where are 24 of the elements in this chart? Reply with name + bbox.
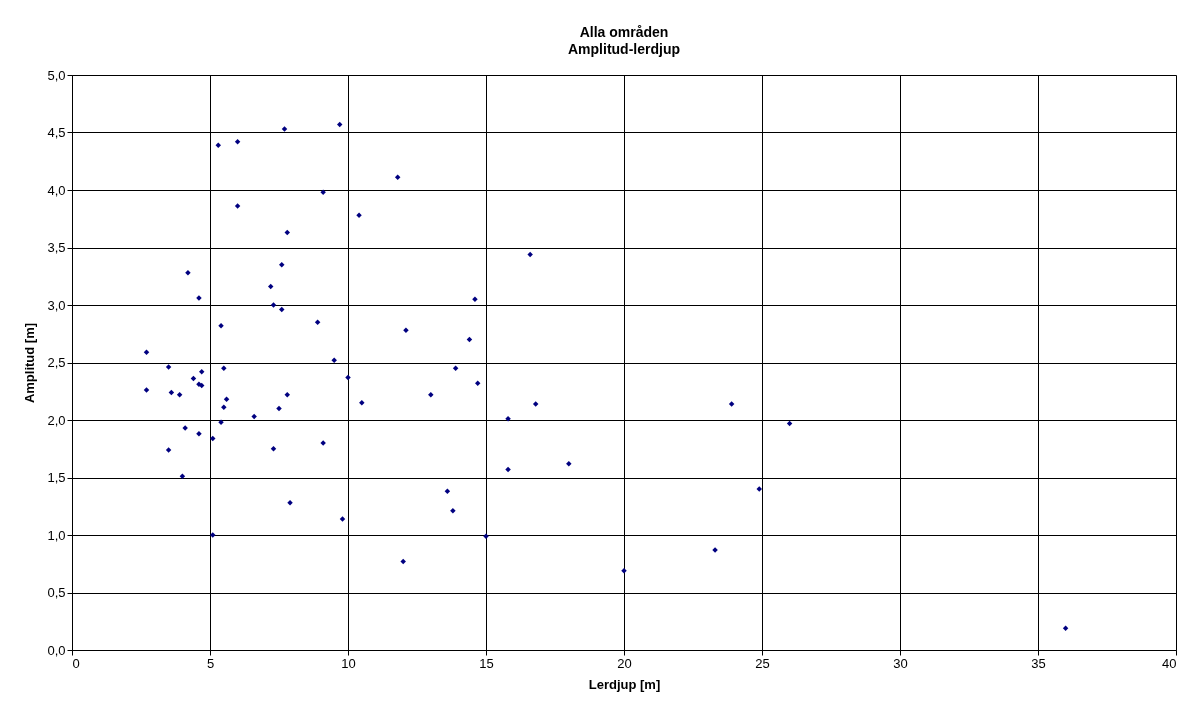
x-tick-label: 15 xyxy=(479,655,494,671)
x-axis-title: Lerdjup [m] xyxy=(588,676,661,692)
x-tick-label: 5 xyxy=(206,655,215,671)
y-axis-title: Amplitud [m] xyxy=(22,322,38,404)
y-tick-label: 3,0 xyxy=(47,297,66,313)
chart-subtitle: Amplitud-lerdjup xyxy=(568,41,680,57)
y-tick-label: 0,0 xyxy=(47,642,66,658)
y-tick-label: 2,5 xyxy=(47,355,66,370)
y-tick-label: 1,0 xyxy=(47,527,66,543)
x-tick-label: 35 xyxy=(1031,655,1046,671)
x-tick-label: 0 xyxy=(72,655,80,671)
y-tick-label: 1,5 xyxy=(47,470,66,485)
y-tick-label: 4,5 xyxy=(47,125,66,140)
x-tick-label: 10 xyxy=(341,655,356,671)
chart-title: Alla områden xyxy=(579,24,669,40)
y-tick-label: 3,5 xyxy=(47,240,66,255)
y-tick-label: 2,0 xyxy=(47,412,66,428)
y-tick-label: 4,0 xyxy=(47,182,66,198)
x-tick-label: 30 xyxy=(893,655,908,671)
y-tick-label: 0,5 xyxy=(47,585,66,600)
x-tick-label: 25 xyxy=(755,655,770,671)
x-tick-label: 40 xyxy=(1162,655,1177,671)
x-tick-label: 20 xyxy=(617,655,632,671)
y-tick-label: 5,0 xyxy=(47,67,66,83)
